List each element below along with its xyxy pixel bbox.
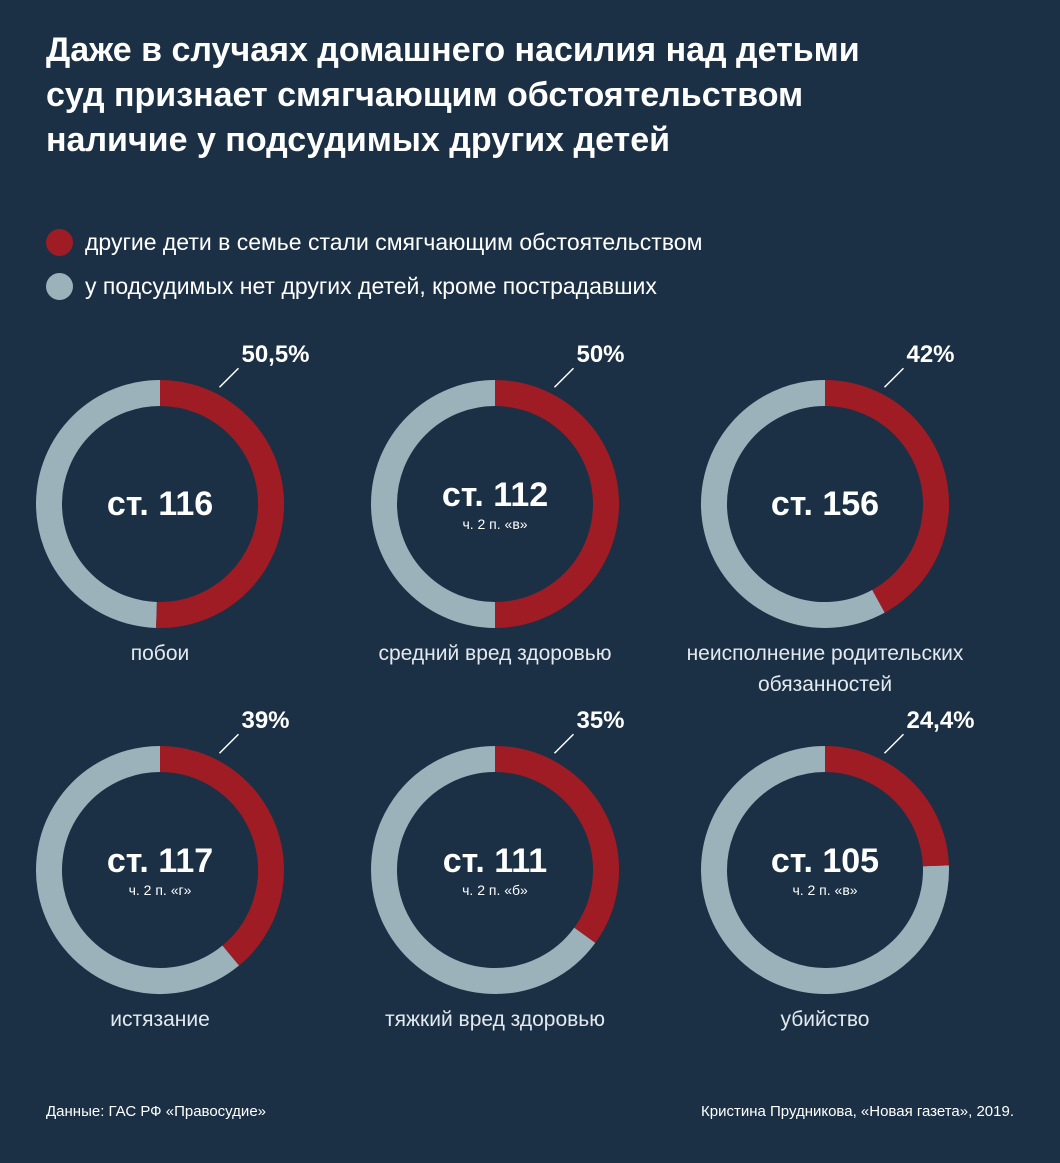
donut-center-label: ст. 105 ч. 2 п. «в» (730, 841, 920, 899)
caption-line: истязание (110, 1008, 210, 1031)
donut-caption: побои (0, 638, 325, 669)
percent-label: 42% (906, 341, 955, 369)
slice-mitigating (494, 380, 619, 628)
slice-mitigating (156, 380, 284, 628)
donut-center-label: ст. 112 ч. 2 п. «в» (400, 475, 590, 533)
article-subclause: ч. 2 п. «б» (462, 882, 528, 898)
article-subclause: ч. 2 п. «в» (462, 516, 528, 532)
percent-label: 35% (576, 707, 625, 735)
author-credit: Кристина Прудникова, «Новая газета», 201… (700, 1103, 1014, 1120)
article-number: ст. 111 (442, 842, 548, 880)
article-number: ст. 117 (106, 842, 214, 880)
slice-no-other-children (371, 746, 596, 994)
title-line: Даже в случаях домашнего насилия над дет… (46, 31, 860, 69)
donut-caption: тяжкий вред здоровью (330, 1004, 660, 1035)
legend-label: другие дети в семье стали смягчающим обс… (85, 228, 703, 255)
title-line: суд признает смягчающим обстоятельством (46, 76, 804, 114)
donut-svg (701, 733, 949, 994)
legend-item: другие дети в семье стали смягчающим обс… (46, 220, 702, 264)
donut-caption: неисполнение родительских обязанностей (660, 638, 990, 700)
article-subclause: ч. 2 п. «г» (128, 882, 192, 898)
donut-center-label: ст. 116 (65, 484, 255, 524)
donut-svg (371, 367, 619, 628)
donut-chart: ст. 105 ч. 2 п. «в» 24,4% (660, 705, 990, 1035)
legend: другие дети в семье стали смягчающим обс… (46, 220, 702, 308)
donut-chart: ст. 112 ч. 2 п. «в» 50% (330, 339, 660, 669)
caption-line: обязанностей (757, 673, 893, 696)
slice-mitigating (159, 746, 284, 966)
percent-label: 39% (241, 707, 290, 735)
caption-line: средний вред здоровью (378, 642, 612, 665)
legend-swatch-no-other-children (46, 272, 73, 300)
donut-center-label: ст. 117 ч. 2 п. «г» (65, 841, 255, 899)
caption-line: неисполнение родительских (686, 642, 964, 665)
percent-leader-line (218, 733, 240, 754)
donut-caption: истязание (0, 1004, 325, 1035)
legend-swatch-mitigating (46, 228, 73, 256)
percent-label: 50% (576, 341, 625, 369)
percent-leader-line (553, 367, 575, 388)
caption-line: убийство (780, 1008, 870, 1031)
data-source: Данные: ГАС РФ «Правосудие» (46, 1103, 266, 1120)
slice-no-other-children (36, 746, 240, 994)
article-number: ст. 112 (441, 476, 549, 514)
donut-center-label: ст. 111 ч. 2 п. «б» (400, 841, 590, 899)
slice-mitigating (824, 380, 949, 613)
slice-no-other-children (371, 380, 496, 628)
caption-line: тяжкий вред здоровью (385, 1008, 605, 1031)
donut-chart: ст. 111 ч. 2 п. «б» 35% (330, 705, 660, 1035)
slice-no-other-children (701, 380, 885, 628)
caption-line: побои (130, 642, 190, 665)
article-subclause: ч. 2 п. «в» (792, 882, 858, 898)
legend-label: у подсудимых нет других детей, кроме пос… (85, 272, 657, 299)
page-title: Даже в случаях домашнего насилия над дет… (46, 28, 1006, 163)
donut-chart: ст. 116 50,5% (0, 339, 325, 669)
donut-svg (701, 367, 949, 628)
donut-caption: убийство (660, 1004, 990, 1035)
percent-label: 24,4% (906, 707, 975, 735)
donut-svg (36, 367, 284, 628)
slice-mitigating (494, 746, 619, 943)
percent-leader-line (883, 367, 905, 388)
percent-leader-line (218, 367, 240, 388)
donut-center-label: ст. 156 (730, 484, 920, 524)
donut-chart: ст. 117 ч. 2 п. «г» 39% (0, 705, 325, 1035)
article-number: ст. 116 (106, 485, 214, 523)
slice-no-other-children (36, 380, 161, 628)
slice-mitigating (824, 746, 949, 867)
article-number: ст. 105 (770, 842, 880, 880)
donut-caption: средний вред здоровью (330, 638, 660, 669)
donut-svg (36, 733, 284, 994)
article-number: ст. 156 (770, 485, 880, 523)
percent-leader-line (883, 733, 905, 754)
donut-svg (371, 733, 619, 994)
percent-label: 50,5% (241, 341, 310, 369)
donut-chart: ст. 156 42% (660, 339, 990, 669)
percent-leader-line (553, 733, 575, 754)
slice-no-other-children (701, 746, 949, 994)
legend-item: у подсудимых нет других детей, кроме пос… (46, 264, 702, 308)
title-line: наличие у подсудимых других детей (46, 121, 671, 159)
